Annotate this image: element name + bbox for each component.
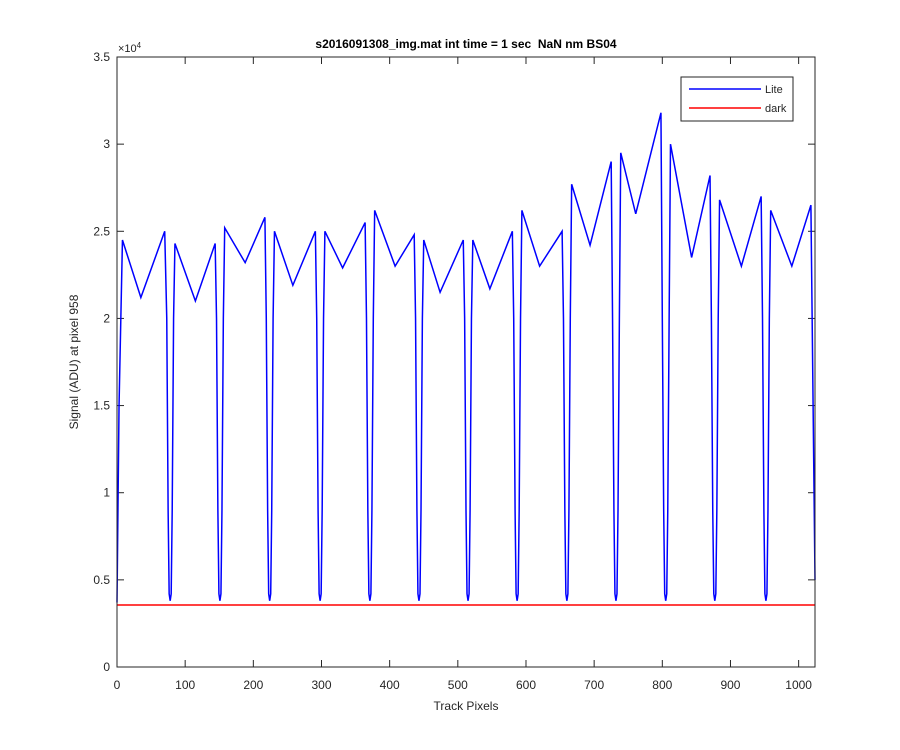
y-multiplier-base: ×10 <box>118 43 137 55</box>
x-tick-label: 900 <box>720 678 740 692</box>
x-tick-label: 300 <box>311 678 331 692</box>
y-tick-label: 2 <box>103 311 110 325</box>
y-tick-label: 3 <box>103 137 110 151</box>
axes-box <box>116 56 816 668</box>
y-axis-label: Signal (ADU) at pixel 958 <box>67 294 81 429</box>
y-tick-label: 2.5 <box>93 224 110 238</box>
legend-box <box>680 76 794 122</box>
x-tick-label: 600 <box>516 678 536 692</box>
x-tick-label: 400 <box>380 678 400 692</box>
x-tick-label: 700 <box>584 678 604 692</box>
y-multiplier: ×104 <box>118 41 142 55</box>
x-tick-label: 200 <box>243 678 263 692</box>
legend-label: Lite <box>765 84 783 96</box>
y-tick-label: 1.5 <box>93 399 110 413</box>
legend-label: dark <box>765 103 787 115</box>
chart-title: s2016091308_img.mat int time = 1 sec NaN… <box>315 37 616 51</box>
x-tick-label: 100 <box>175 678 195 692</box>
line-series <box>116 112 816 603</box>
x-tick-label: 1000 <box>785 678 812 692</box>
x-tick-label: 500 <box>448 678 468 692</box>
y-tick-label: 3.5 <box>93 50 110 64</box>
y-tick-label: 1 <box>103 486 110 500</box>
y-tick-label: 0.5 <box>93 573 110 587</box>
x-axis-label: Track Pixels <box>434 699 499 713</box>
y-multiplier-exp: 4 <box>137 41 142 50</box>
x-tick-label: 0 <box>114 678 121 692</box>
y-tick-label: 0 <box>103 660 110 674</box>
x-tick-label: 800 <box>652 678 672 692</box>
